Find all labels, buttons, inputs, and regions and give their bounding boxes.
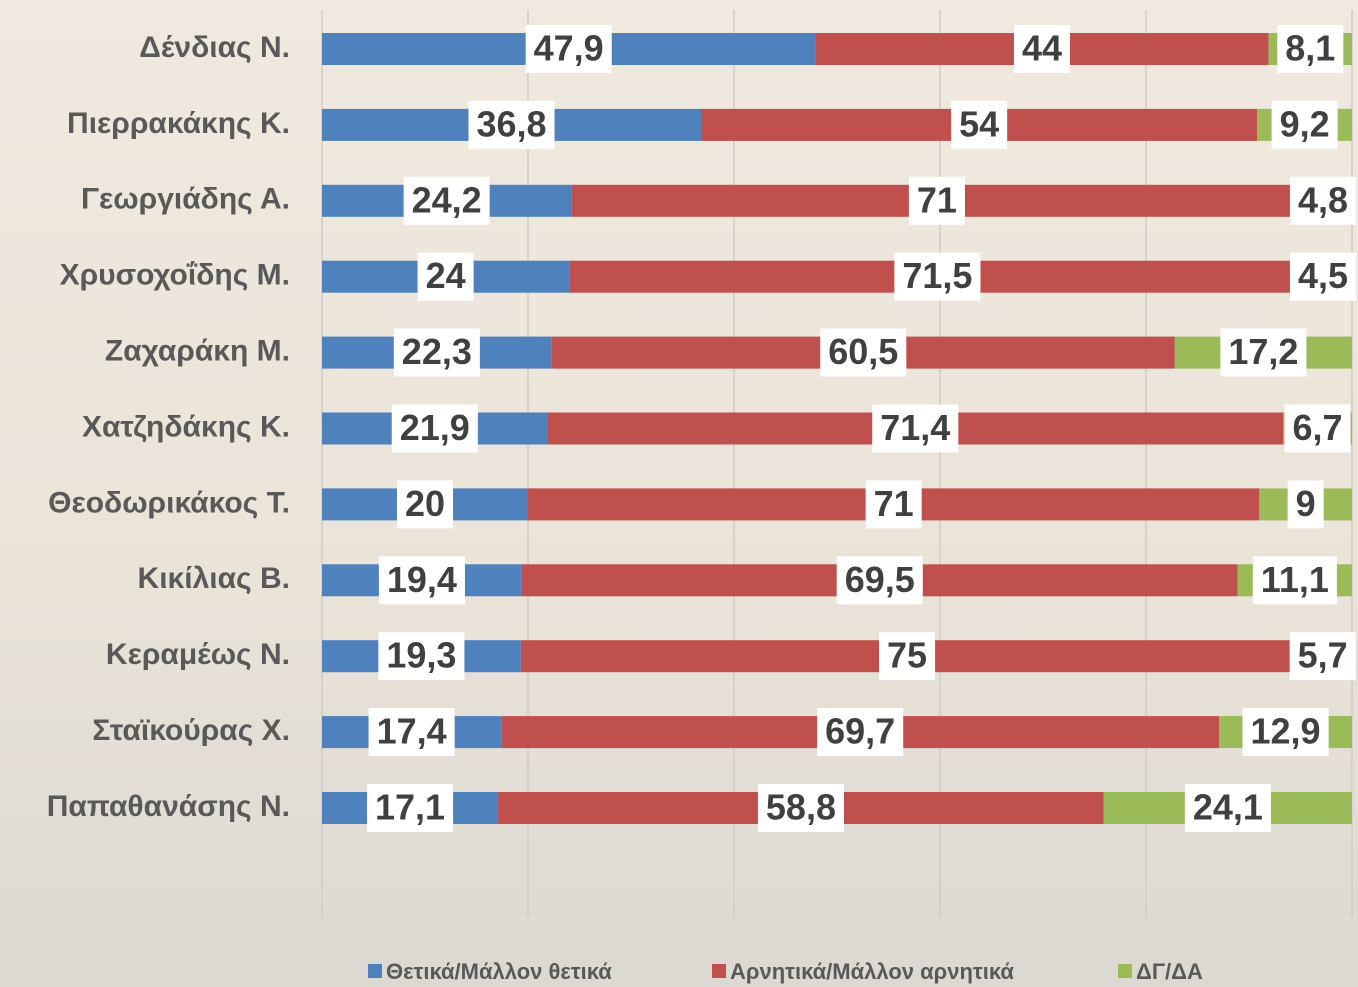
legend-swatch bbox=[368, 964, 382, 978]
value-label: 17,1 bbox=[375, 787, 445, 828]
legend-label: ΔΓ/ΔΑ bbox=[1136, 959, 1203, 984]
value-label-group: 24 bbox=[418, 253, 474, 301]
legend-label: Αρνητικά/Μάλλον αρνητικά bbox=[730, 959, 1014, 984]
value-label: 71,4 bbox=[880, 407, 950, 448]
value-label: 58,8 bbox=[766, 787, 836, 828]
legend-label: Θετικά/Μάλλον θετικά bbox=[386, 959, 612, 984]
value-label-group: 9,2 bbox=[1272, 101, 1338, 149]
value-label-group: 24,1 bbox=[1185, 784, 1271, 832]
category-label: Θεοδωρικάκος Τ. bbox=[48, 486, 290, 519]
value-label: 69,7 bbox=[825, 711, 895, 752]
value-label: 60,5 bbox=[828, 331, 898, 372]
chart: Δένδιας Ν. Πιερρακάκης Κ. Γεωργιάδης Α. Χρυ… bbox=[0, 0, 1358, 987]
value-label: 71 bbox=[874, 483, 914, 524]
value-label-group: 58,8 bbox=[758, 784, 844, 832]
category-label: Ζαχαράκη Μ. bbox=[105, 335, 290, 368]
value-label: 5,7 bbox=[1298, 635, 1348, 676]
value-label-group: 47,9 bbox=[526, 25, 612, 73]
value-label: 4,8 bbox=[1298, 179, 1348, 220]
value-label-group: 11,1 bbox=[1253, 556, 1337, 604]
value-label-group: 24,2 bbox=[404, 177, 490, 225]
category-label: Δένδιας Ν. bbox=[139, 31, 290, 64]
value-label: 75 bbox=[887, 635, 927, 676]
legend-swatch bbox=[712, 964, 726, 978]
value-label: 47,9 bbox=[534, 28, 604, 69]
value-label-group: 54 bbox=[951, 101, 1007, 149]
value-label: 69,5 bbox=[845, 559, 915, 600]
value-label: 21,9 bbox=[400, 407, 470, 448]
value-label: 24,2 bbox=[412, 179, 482, 220]
value-label: 9,2 bbox=[1280, 103, 1330, 144]
value-label-group: 69,7 bbox=[817, 708, 903, 756]
category-label: Σταϊκούρας Χ. bbox=[92, 714, 290, 747]
value-label-group: 4,8 bbox=[1290, 177, 1356, 225]
value-label: 17,4 bbox=[377, 711, 447, 752]
value-label-group: 36,8 bbox=[468, 101, 554, 149]
value-label-group: 21,9 bbox=[392, 405, 478, 453]
value-label-group: 17,2 bbox=[1220, 329, 1306, 377]
value-label: 19,4 bbox=[387, 559, 457, 600]
value-label: 22,3 bbox=[402, 331, 472, 372]
value-label-group: 8,1 bbox=[1277, 25, 1343, 73]
value-label: 8,1 bbox=[1285, 28, 1335, 69]
value-label: 24 bbox=[426, 255, 466, 296]
category-label: Πιερρακάκης Κ. bbox=[67, 107, 290, 140]
value-label: 11,1 bbox=[1261, 559, 1329, 600]
value-label-group: 4,5 bbox=[1290, 253, 1356, 301]
value-label-group: 9 bbox=[1288, 480, 1324, 528]
value-label-group: 6,7 bbox=[1284, 405, 1350, 453]
value-label: 6,7 bbox=[1292, 407, 1342, 448]
value-label-group: 22,3 bbox=[394, 329, 480, 377]
category-label: Χρυσοχοΐδης Μ. bbox=[60, 259, 290, 292]
category-label: Χατζηδάκης Κ. bbox=[82, 410, 290, 443]
value-label: 36,8 bbox=[476, 103, 546, 144]
value-label-group: 17,4 bbox=[369, 708, 455, 756]
value-label-group: 44 bbox=[1014, 25, 1070, 73]
value-label: 20 bbox=[405, 483, 445, 524]
value-label-group: 20 bbox=[397, 480, 453, 528]
category-label: Παπαθανάσης Ν. bbox=[47, 790, 290, 823]
value-label: 44 bbox=[1022, 28, 1062, 69]
value-label: 24,1 bbox=[1193, 787, 1263, 828]
value-label-group: 71,4 bbox=[872, 405, 958, 453]
value-label: 4,5 bbox=[1298, 255, 1348, 296]
value-label: 9 bbox=[1296, 483, 1316, 524]
value-label-group: 17,1 bbox=[367, 784, 453, 832]
legend-swatch bbox=[1118, 964, 1132, 978]
value-label-group: 71,5 bbox=[894, 253, 980, 301]
category-label: Γεωργιάδης Α. bbox=[81, 183, 290, 216]
value-label: 17,2 bbox=[1228, 331, 1298, 372]
value-label: 19,3 bbox=[386, 635, 456, 676]
value-label-group: 12,9 bbox=[1243, 708, 1329, 756]
value-label: 54 bbox=[959, 103, 999, 144]
value-label: 71,5 bbox=[902, 255, 972, 296]
value-label-group: 60,5 bbox=[820, 329, 906, 377]
value-label: 12,9 bbox=[1251, 711, 1321, 752]
category-label: Κεραμέως Ν. bbox=[106, 638, 290, 671]
value-label-group: 5,7 bbox=[1290, 632, 1356, 680]
value-label-group: 71 bbox=[866, 480, 922, 528]
category-label: Κικίλιας Β. bbox=[138, 562, 290, 595]
value-label-group: 69,5 bbox=[837, 556, 923, 604]
value-label-group: 75 bbox=[879, 632, 935, 680]
value-label-group: 71 bbox=[909, 177, 965, 225]
value-label-group: 19,3 bbox=[378, 632, 464, 680]
value-label-group: 19,4 bbox=[379, 556, 465, 604]
value-label: 71 bbox=[917, 179, 957, 220]
